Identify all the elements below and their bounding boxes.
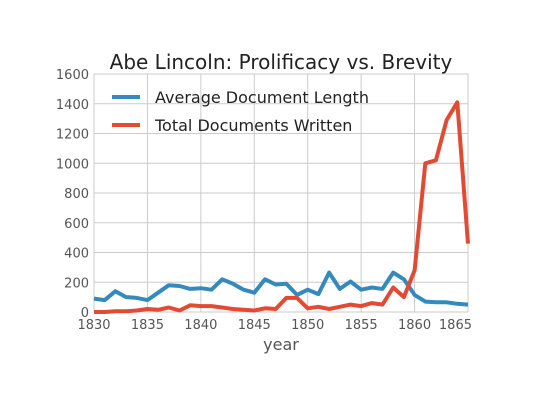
x-tick-label: 1865 xyxy=(439,318,472,333)
x-tick-label: 1840 xyxy=(184,318,217,333)
series-line-2 xyxy=(94,100,470,314)
chart-title: Abe Lincoln: Prolificacy vs. Brevity xyxy=(110,50,453,74)
grid xyxy=(93,73,469,313)
y-tick-label: 1000 xyxy=(56,157,89,172)
y-tick-label: 0 xyxy=(81,306,89,321)
y-tick-label: 1200 xyxy=(56,128,89,143)
x-tick-label: 1850 xyxy=(291,318,324,333)
y-tick-label: 200 xyxy=(64,276,89,291)
series-line-1 xyxy=(93,270,469,307)
y-tick-label: 1400 xyxy=(56,98,89,113)
legend: Average Document Length Total Documents W… xyxy=(112,88,369,135)
x-tick-label: 1830 xyxy=(77,318,110,333)
legend-label: Total Documents Written xyxy=(154,116,352,135)
y-tick-labels: 0 200 400 600 800 1000 1200 1400 1600 xyxy=(56,68,89,321)
x-tick-label: 1860 xyxy=(398,318,431,333)
x-tick-label: 1845 xyxy=(238,318,271,333)
y-tick-label: 800 xyxy=(64,187,89,202)
y-tick-label: 400 xyxy=(64,247,89,262)
y-tick-label: 1600 xyxy=(56,68,89,83)
y-tick-label: 600 xyxy=(64,217,89,232)
x-axis-label: year xyxy=(263,335,299,354)
x-tick-labels: 1830 1835 1840 1845 1850 1855 1860 1865 xyxy=(77,318,472,333)
series-layer xyxy=(93,100,470,314)
legend-label: Average Document Length xyxy=(155,88,369,107)
x-tick-label: 1835 xyxy=(131,318,164,333)
x-tick-label: 1855 xyxy=(345,318,378,333)
